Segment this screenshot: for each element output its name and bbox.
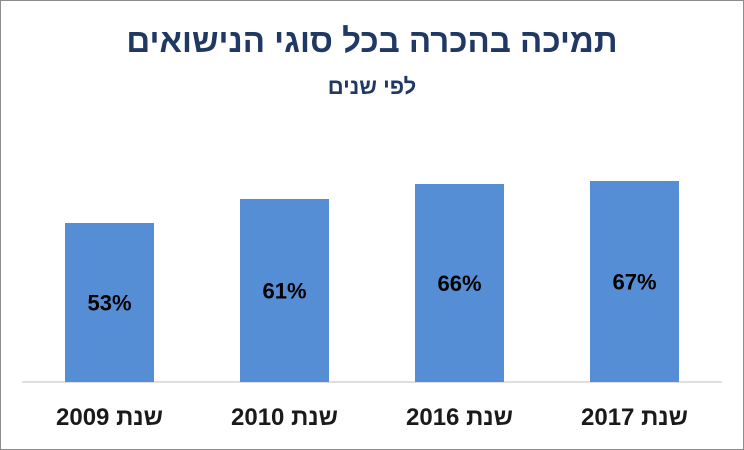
data-label-1: 61%: [262, 279, 306, 304]
bar-0: [65, 223, 154, 382]
data-label-0: 53%: [87, 291, 131, 316]
bar-3: [590, 181, 679, 382]
x-tick-label-2: שנת 2016: [406, 404, 513, 431]
bar-1: [240, 199, 329, 382]
chart-subtitle: לפי שנים: [327, 74, 417, 99]
bar-2: [415, 184, 504, 382]
chart-title: תמיכה בהכרה בכל סוגי הנישואים: [126, 22, 618, 59]
data-label-3: 67%: [612, 270, 656, 295]
x-tick-label-1: שנת 2010: [231, 404, 338, 431]
x-tick-label-3: שנת 2017: [581, 404, 688, 431]
x-tick-label-0: שנת 2009: [56, 404, 163, 431]
data-label-2: 66%: [437, 271, 481, 296]
